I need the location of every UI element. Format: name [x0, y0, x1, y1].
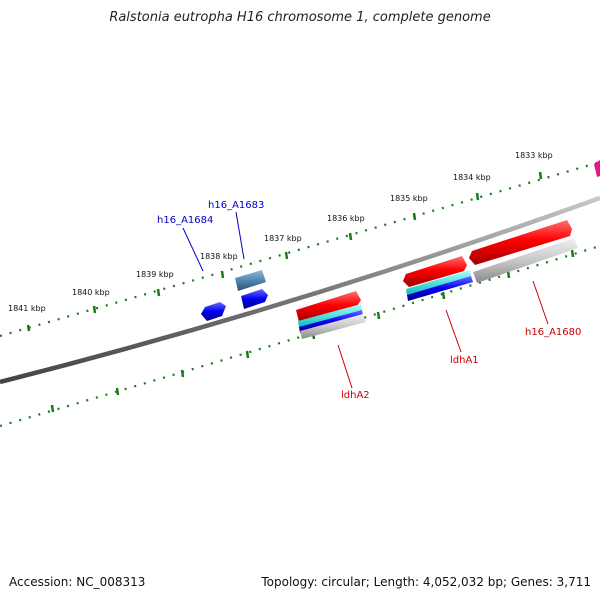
scale-label-1839: 1839 kbp	[136, 270, 174, 279]
scale-label-1837: 1837 kbp	[264, 234, 302, 243]
scale-label-1833: 1833 kbp	[515, 151, 553, 160]
scale-labels: 1841 kbp 1840 kbp 1839 kbp 1838 kbp 1837…	[8, 151, 553, 313]
leader-h16-A1683	[235, 211, 245, 260]
label-h16-A1683[interactable]: h16_A1683	[208, 200, 264, 211]
leader-h16-A1680	[532, 280, 549, 325]
label-ldhA1[interactable]: ldhA1	[450, 355, 479, 366]
genome-info-text: Topology: circular; Length: 4,052,032 bp…	[261, 575, 591, 589]
inner-scale-track	[0, 244, 600, 428]
h16-A1680-grey-feature	[473, 238, 578, 283]
ldhA2-grey-feature	[300, 314, 366, 339]
gene-h16-A1683[interactable]	[235, 270, 268, 309]
ldhA1-blue-feature	[407, 276, 473, 301]
gene-h16-A1680[interactable]	[469, 220, 578, 283]
leader-ldhA2	[337, 344, 353, 389]
leader-ldhA1	[445, 309, 462, 353]
scale-label-1834: 1834 kbp	[453, 173, 491, 182]
label-h16-A1680[interactable]: h16_A1680	[525, 327, 581, 338]
scale-label-1840: 1840 kbp	[72, 288, 110, 297]
leader-h16-A1684	[182, 227, 204, 272]
outer-major-ticks	[26, 171, 543, 332]
label-h16-A1684[interactable]: h16_A1684	[157, 215, 213, 226]
gene-h16-A1684[interactable]	[201, 302, 226, 321]
gene-ldhA2[interactable]	[296, 291, 366, 339]
map-title: Ralstonia eutropha H16 chromosome 1, com…	[109, 10, 491, 25]
scale-label-1836: 1836 kbp	[327, 214, 365, 223]
ldhA2-cyan-feature	[298, 304, 362, 328]
label-ldhA2[interactable]: ldhA2	[341, 390, 370, 401]
ldhA1-cyan-feature	[406, 270, 471, 296]
chromosome-backbone	[0, 195, 600, 385]
scale-label-1835: 1835 kbp	[390, 194, 428, 203]
accession-text: Accession: NC_008313	[9, 575, 146, 589]
scale-label-1841: 1841 kbp	[8, 304, 46, 313]
gene-ldhA1[interactable]	[403, 256, 473, 301]
scale-label-1838: 1838 kbp	[200, 252, 238, 261]
magenta-feature[interactable]	[594, 160, 600, 177]
